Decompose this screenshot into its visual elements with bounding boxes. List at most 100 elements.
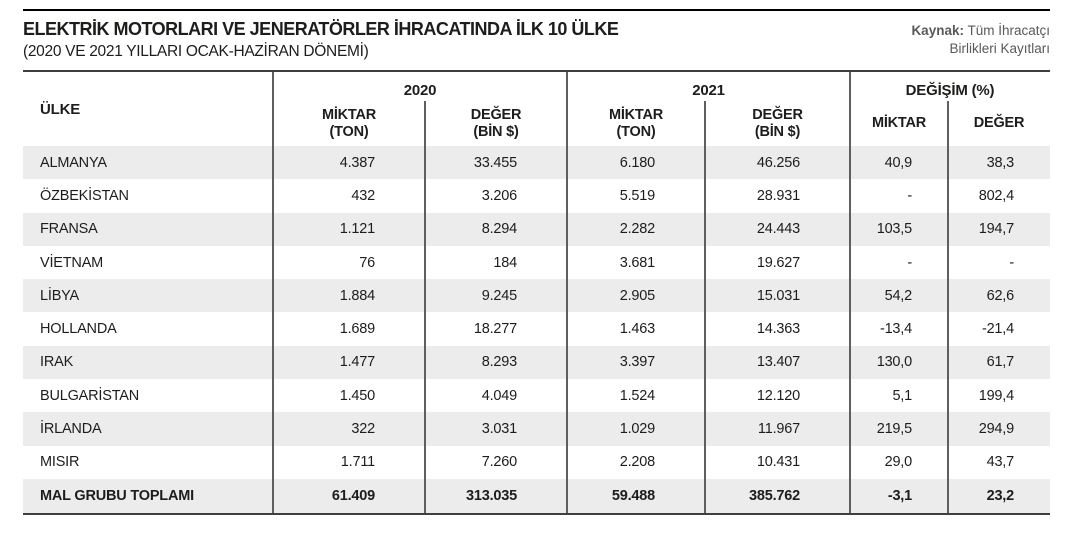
value-cell: 15.031 xyxy=(756,287,800,304)
table-row: ALMANYA 4.387 33.455 6.180 46.256 40,9 38,3 xyxy=(23,146,1050,180)
country-cell: MISIR xyxy=(40,454,80,471)
value-cell: 1.884 xyxy=(339,287,375,304)
header-line: DEĞER xyxy=(752,107,803,123)
source-label: Kaynak: xyxy=(911,23,964,38)
column-divider xyxy=(704,101,706,513)
value-cell: 62,6 xyxy=(986,287,1015,304)
column-header-change-value: DEĞER xyxy=(948,101,1050,146)
value-cell: 38,3 xyxy=(986,154,1015,171)
group-header-2021: 2021 xyxy=(692,82,725,99)
country-cell: FRANSA xyxy=(40,221,98,238)
header-line: DEĞER xyxy=(973,115,1025,132)
country-cell: İRLANDA xyxy=(40,421,102,438)
group-header-change: DEĞİŞİM (%) xyxy=(905,82,995,99)
value-cell: 46.256 xyxy=(756,154,800,171)
value-cell: 24.443 xyxy=(756,221,800,238)
column-header-country: ÜLKE xyxy=(40,100,81,118)
value-cell: -13,4 xyxy=(879,321,912,338)
value-cell: 10.431 xyxy=(756,454,800,471)
table-row: ÖZBEKİSTAN 432 3.206 5.519 28.931 - 802,4 xyxy=(23,179,1050,212)
value-cell: 802,4 xyxy=(978,187,1014,204)
column-header-change-amount: MİKTAR xyxy=(850,101,948,146)
value-cell: -21,4 xyxy=(981,321,1014,338)
value-cell: 23,2 xyxy=(986,487,1015,504)
country-cell: VİETNAM xyxy=(40,254,104,271)
value-cell: 9.245 xyxy=(481,287,517,304)
country-cell: ÖZBEKİSTAN xyxy=(40,187,129,204)
country-cell: MAL GRUBU TOPLAMI xyxy=(40,487,194,504)
value-cell: 40,9 xyxy=(884,154,913,171)
value-cell: 3.397 xyxy=(619,354,655,371)
value-cell: 7.260 xyxy=(481,454,517,471)
country-cell: HOLLANDA xyxy=(40,321,117,338)
header-line: MİKTAR xyxy=(608,107,664,123)
column-divider xyxy=(849,72,851,513)
source-text-1: Tüm İhracatçı xyxy=(963,23,1050,38)
value-cell: 11.967 xyxy=(757,421,800,438)
column-header-2020-value: DEĞER (BİN $) xyxy=(425,101,567,146)
header-line: MİKTAR xyxy=(871,115,927,132)
group-header-2020: 2020 xyxy=(403,82,437,99)
value-cell: 1.524 xyxy=(619,387,655,404)
table-row: IRAK 1.477 8.293 3.397 13.407 130,0 61,7 xyxy=(23,345,1050,380)
source-note: Kaynak: Tüm İhracatçı Birlikleri Kayıtla… xyxy=(911,22,1050,58)
value-cell: 76 xyxy=(359,254,375,271)
value-cell: 1.121 xyxy=(339,221,375,238)
table-header: ÜLKE 2020 2021 DEĞİŞİM (%) MİKTAR (TON) D… xyxy=(23,72,1050,146)
value-cell: 385.762 xyxy=(748,487,800,504)
value-cell: 199,4 xyxy=(978,387,1014,404)
page-title: ELEKTRİK MOTORLARI VE JENERATÖRLER İHRAC… xyxy=(23,19,619,39)
value-cell: 54,2 xyxy=(884,287,913,304)
column-header-2021-value: DEĞER (BİN $) xyxy=(705,101,850,146)
value-cell: 29,0 xyxy=(884,454,913,471)
country-cell: LİBYA xyxy=(40,287,80,304)
page-subtitle: (2020 VE 2021 YILLARI OCAK-HAZİRAN DÖNEM… xyxy=(23,43,369,60)
value-cell: 1.029 xyxy=(619,421,655,438)
table-row: FRANSA 1.121 8.294 2.282 24.443 103,5 194,7 xyxy=(23,212,1050,246)
value-cell: 1.689 xyxy=(339,321,375,338)
page: ELEKTRİK MOTORLARI VE JENERATÖRLER İHRAC… xyxy=(23,9,1050,515)
column-divider xyxy=(272,72,274,513)
value-cell: 294,9 xyxy=(978,421,1014,438)
value-cell: 432 xyxy=(351,187,375,204)
table-row: MISIR 1.711 7.260 2.208 10.431 29,0 43,7 xyxy=(23,446,1050,479)
table-row: HOLLANDA 1.689 18.277 1.463 14.363 -13,4 -21,4 xyxy=(23,312,1050,345)
value-cell: 2.208 xyxy=(619,454,655,471)
value-cell: 313.035 xyxy=(465,487,517,504)
value-cell: 3.681 xyxy=(619,254,655,271)
top-divider xyxy=(23,9,1050,11)
header-line: DEĞER xyxy=(470,107,522,123)
value-cell: 59.488 xyxy=(611,487,655,504)
value-cell: 61.409 xyxy=(331,487,375,504)
value-cell: 33.455 xyxy=(473,154,517,171)
table-row: İRLANDA 322 3.031 1.029 11.967 219,5 294,9 xyxy=(23,412,1050,446)
value-cell: 4.049 xyxy=(481,387,517,404)
country-cell: ALMANYA xyxy=(40,154,107,171)
value-cell: 8.293 xyxy=(481,354,517,371)
header-line: (TON) xyxy=(616,123,656,140)
value-cell: 4.387 xyxy=(339,154,375,171)
value-cell: 2.282 xyxy=(619,221,655,238)
value-cell: - xyxy=(907,254,912,271)
country-cell: BULGARİSTAN xyxy=(40,387,140,404)
value-cell: 1.463 xyxy=(619,321,655,338)
value-cell: 322 xyxy=(351,421,375,438)
value-cell: 13.407 xyxy=(756,354,800,371)
header-line: (BİN $) xyxy=(754,123,801,140)
value-cell: 2.905 xyxy=(619,287,655,304)
value-cell: 28.931 xyxy=(756,187,800,204)
value-cell: 1.450 xyxy=(339,387,375,404)
title-block: ELEKTRİK MOTORLARI VE JENERATÖRLER İHRAC… xyxy=(23,18,619,61)
header-line: (BİN $) xyxy=(473,123,519,140)
value-cell: 43,7 xyxy=(986,454,1015,471)
value-cell: 130,0 xyxy=(876,354,912,371)
table-row: BULGARİSTAN 1.450 4.049 1.524 12.120 5,1 199,4 xyxy=(23,379,1050,412)
value-cell: 5.519 xyxy=(619,187,655,204)
value-cell: 1.711 xyxy=(340,454,375,471)
source-line-1: Kaynak: Tüm İhracatçı xyxy=(911,22,1050,40)
value-cell: - xyxy=(907,187,912,204)
value-cell: 18.277 xyxy=(473,321,517,338)
value-cell: 3.206 xyxy=(481,187,517,204)
value-cell: 184 xyxy=(493,254,517,271)
value-cell: 8.294 xyxy=(481,221,517,238)
